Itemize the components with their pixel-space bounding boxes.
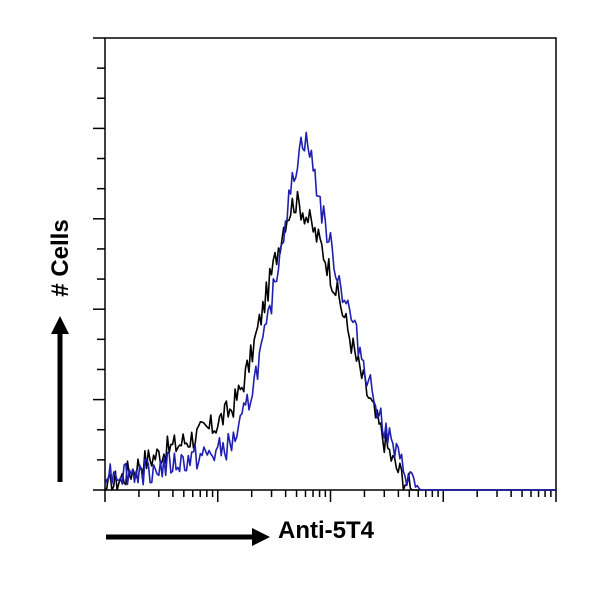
histogram-series-2 bbox=[104, 131, 556, 491]
y-axis-label: # Cells bbox=[47, 219, 74, 296]
x-axis-label: Anti-5T4 bbox=[278, 517, 375, 544]
plot-frame bbox=[104, 37, 557, 491]
x-arrow-head bbox=[252, 528, 270, 546]
y-arrow-head bbox=[51, 316, 69, 334]
